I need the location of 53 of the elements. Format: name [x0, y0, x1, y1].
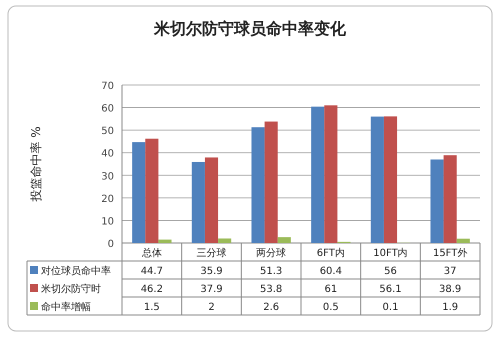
legend-label: 命中率增幅 — [41, 301, 91, 313]
y-tick-label: 0 — [108, 239, 114, 250]
bar — [145, 138, 158, 243]
y-tick-label: 30 — [101, 171, 114, 182]
data-label: 37 — [444, 266, 457, 277]
chart-title: 米切尔防守球员命中率变化 — [153, 19, 347, 38]
bar — [264, 122, 278, 243]
bar — [132, 142, 146, 243]
bar — [311, 106, 324, 243]
data-label: 60.4 — [320, 266, 342, 277]
bar — [324, 105, 338, 243]
y-tick-label: 20 — [101, 194, 114, 205]
data-label: 0.5 — [322, 302, 339, 313]
x-tick-label: 10FT内 — [373, 247, 408, 259]
data-label: 0.1 — [382, 302, 398, 313]
legend-label: 米切尔防守时 — [41, 283, 101, 295]
data-label: 56.1 — [379, 284, 402, 295]
bar — [430, 159, 444, 243]
y-tick-label: 70 — [101, 81, 114, 92]
y-tick-label: 10 — [101, 216, 114, 228]
bar — [456, 238, 470, 243]
data-label: 37.9 — [200, 284, 223, 295]
data-label: 44.7 — [140, 266, 163, 277]
data-label: 38.9 — [439, 284, 462, 295]
x-tick-label: 15FT外 — [432, 248, 468, 259]
y-tick-label: 40 — [101, 148, 114, 160]
y-axis-title: 投篮命中率 % — [29, 126, 43, 203]
x-tick-label: 总体 — [140, 247, 162, 259]
data-label: 46.2 — [140, 284, 163, 295]
data-label: 61 — [324, 284, 338, 295]
legend-label: 对位球员命中率 — [41, 265, 111, 277]
bar — [192, 162, 205, 243]
y-tick-label: 50 — [101, 126, 114, 138]
bar — [158, 240, 172, 243]
data-label: 53.8 — [260, 284, 282, 295]
y-tick-label: 60 — [101, 104, 114, 115]
bar — [204, 157, 218, 243]
data-label: 2.6 — [263, 302, 280, 313]
x-tick-label: 三分球 — [196, 247, 226, 259]
bar — [278, 237, 291, 243]
data-label: 35.9 — [200, 266, 223, 277]
data-label: 56 — [384, 266, 397, 277]
data-label: 1.9 — [442, 302, 458, 313]
bar — [384, 116, 398, 243]
bar — [251, 127, 265, 243]
bar — [444, 155, 457, 243]
x-tick-label: 两分球 — [256, 247, 286, 259]
data-label: 1.5 — [144, 302, 160, 313]
data-label: 51.3 — [260, 266, 282, 277]
x-tick-label: 6FT内 — [316, 247, 345, 259]
bar — [218, 238, 232, 243]
bar — [370, 116, 384, 243]
data-label: 2 — [208, 302, 215, 313]
